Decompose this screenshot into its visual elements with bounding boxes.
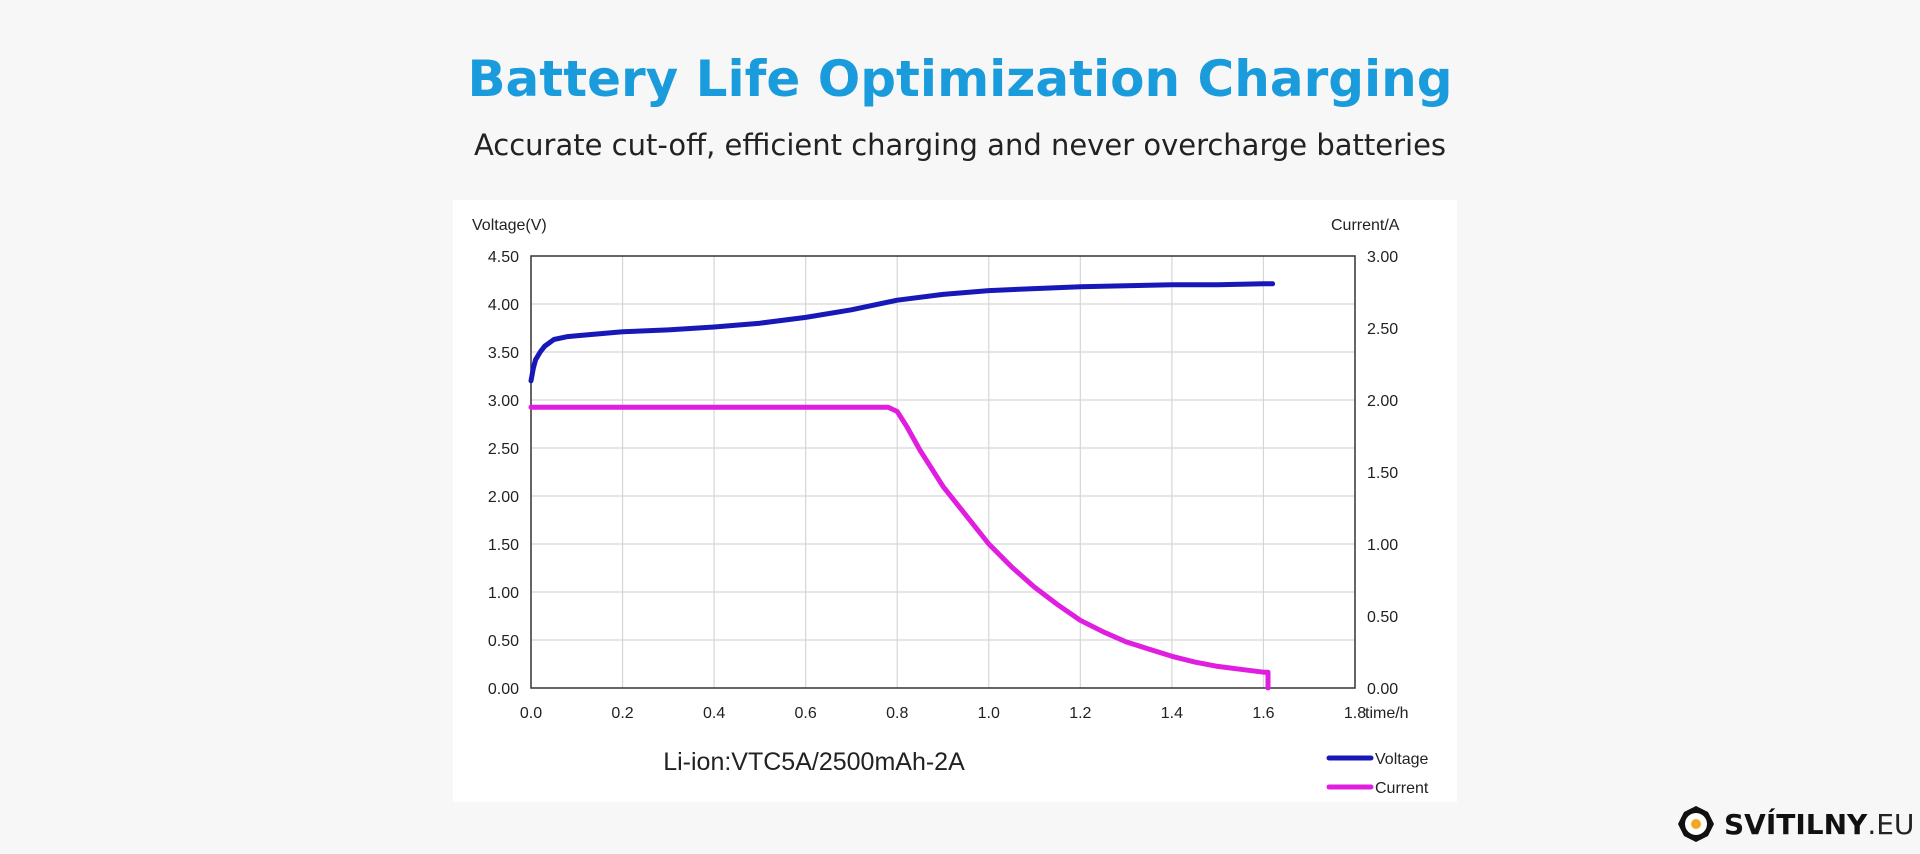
y2-tick-label: 1.00 (1367, 537, 1398, 554)
y-tick-label: 1.50 (488, 537, 519, 554)
flashlight-logo-icon (1678, 806, 1714, 842)
x-tick-label: 0.4 (703, 705, 725, 722)
y2-axis-label: Current/A (1331, 217, 1400, 234)
y-tick-label: 4.00 (488, 297, 519, 314)
series-line-current (528, 404, 1271, 691)
x-tick-label: 1.4 (1161, 705, 1183, 722)
y2-tick-label: 0.00 (1367, 681, 1398, 698)
x-tick-label: 1.0 (978, 705, 1000, 722)
chart-title: Li-ion:VTC5A/2500mAh-2A (663, 748, 965, 776)
y-tick-label: 0.00 (488, 681, 519, 698)
grid-layer (531, 256, 1355, 688)
brand-name: SVÍTILNY.EU (1724, 807, 1915, 841)
x-axis-label: time/h (1365, 705, 1409, 722)
ticks-layer: 0.0 0.2 0.4 0.6 0.8 1.0 1.2 1.4 1.6 1.80.000.501.… (488, 249, 1398, 722)
y2-tick-label: 2.50 (1367, 321, 1398, 338)
page-title: Battery Life Optimization Charging (467, 50, 1453, 108)
plot-frame (530, 255, 1356, 689)
y-tick-label: 1.00 (488, 585, 519, 602)
brand-logo: SVÍTILNY.EU (1676, 800, 1914, 848)
y-tick-label: 4.50 (488, 249, 519, 266)
y-tick-label: 2.50 (488, 441, 519, 458)
x-tick-label: 0.6 (795, 705, 817, 722)
y2-tick-label: 1.50 (1367, 465, 1398, 482)
y-tick-label: 3.00 (488, 393, 519, 410)
chart-canvas: 0.0 0.2 0.4 0.6 0.8 1.0 1.2 1.4 1.6 1.80.000.501.… (472, 217, 1429, 797)
y-tick-label: 2.00 (488, 489, 519, 506)
x-tick-label: 1.2 (1069, 705, 1091, 722)
series-layer (528, 281, 1276, 691)
legend-label-voltage: Voltage (1375, 751, 1428, 768)
y-axis-label: Voltage(V) (472, 217, 547, 234)
x-tick-label: 1.8 (1344, 705, 1366, 722)
x-tick-label: 0.8 (886, 705, 908, 722)
y-tick-label: 0.50 (488, 633, 519, 650)
x-tick-label: 0.0 (520, 705, 542, 722)
legend-label-current: Current (1375, 780, 1429, 797)
x-tick-label: 1.6 (1252, 705, 1274, 722)
charging-chart: 0.0 0.2 0.4 0.6 0.8 1.0 1.2 1.4 1.6 1.8 0.00 0.50 1.… (453, 200, 1457, 802)
chart-legend: Voltage Current (1326, 751, 1429, 797)
x-tick-label: 0.2 (611, 705, 633, 722)
y2-tick-label: 2.00 (1367, 393, 1398, 410)
series-line-voltage (528, 281, 1276, 384)
y2-tick-label: 3.00 (1367, 249, 1398, 266)
y-tick-label: 3.50 (488, 345, 519, 362)
page-subtitle: Accurate cut-off, efficient charging and… (473, 128, 1447, 162)
y2-tick-label: 0.50 (1367, 609, 1398, 626)
